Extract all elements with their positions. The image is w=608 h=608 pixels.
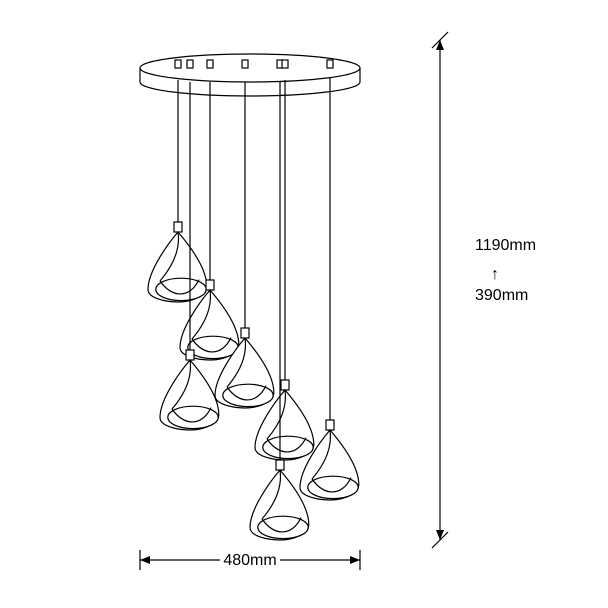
lamp-socket bbox=[326, 420, 334, 430]
cable-grip bbox=[175, 60, 181, 68]
dim-width-arrow-left bbox=[140, 556, 150, 564]
dim-height-arrow-bottom bbox=[436, 530, 444, 540]
dim-width-label: 480mm bbox=[223, 552, 276, 569]
dim-height-min-label: 390mm bbox=[475, 287, 528, 304]
lamp-socket bbox=[206, 280, 214, 290]
pendant-lamp bbox=[250, 460, 309, 540]
lamp-socket bbox=[281, 380, 289, 390]
cable-grip bbox=[282, 60, 288, 68]
dim-height-max-label: 1190mm bbox=[475, 237, 536, 254]
cable-grip bbox=[327, 60, 333, 68]
pendant-lamp bbox=[148, 222, 207, 302]
cable-grip bbox=[242, 60, 248, 68]
lamp-socket bbox=[241, 328, 249, 338]
dim-height-arrow-symbol: ↑ bbox=[491, 266, 499, 283]
dim-height-arrow-top bbox=[436, 40, 444, 50]
lamp-socket bbox=[174, 222, 182, 232]
lamp-socket bbox=[276, 460, 284, 470]
lamp-socket bbox=[186, 350, 194, 360]
dim-width-arrow-right bbox=[350, 556, 360, 564]
pendant-lamp bbox=[160, 350, 219, 430]
cable-grip bbox=[187, 60, 193, 68]
canopy-bottom bbox=[140, 82, 360, 96]
cable-grip bbox=[207, 60, 213, 68]
